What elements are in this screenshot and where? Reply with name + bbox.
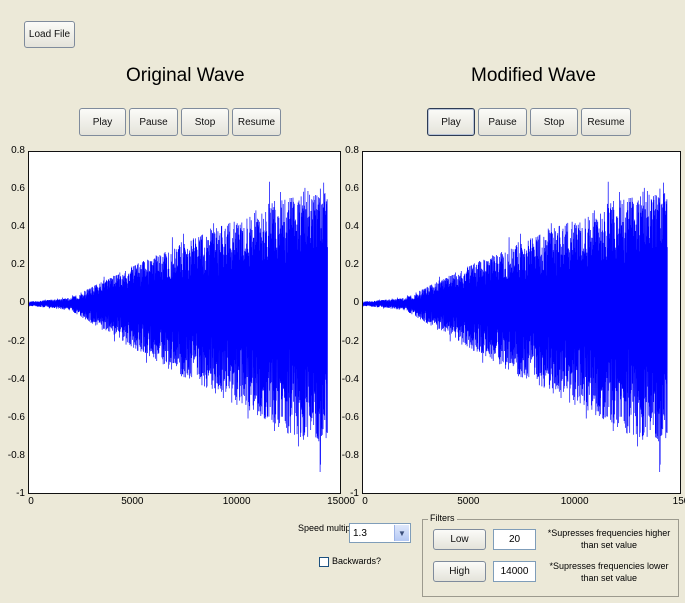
original-x-tick-label: 5000	[121, 496, 144, 507]
original-y-tick-label: 0.4	[11, 221, 25, 233]
original-y-tick-label: -0.8	[7, 449, 25, 461]
low-filter-input[interactable]: 20	[493, 529, 536, 550]
modified-pause-button[interactable]: Pause	[478, 108, 527, 136]
modified-y-tick-label: -0.2	[341, 335, 359, 347]
modified-x-tick-label: 150	[672, 496, 685, 507]
original-y-tick-label: -0.2	[7, 335, 25, 347]
speed-multiplier-select[interactable]: 1.3 ▼	[349, 523, 411, 543]
high-filter-button[interactable]: High	[433, 561, 486, 582]
modified-wave-plot	[363, 181, 668, 472]
modified-y-tick-label: -0.8	[341, 449, 359, 461]
original-play-button[interactable]: Play	[79, 108, 126, 136]
original-y-tick-label: 0	[19, 297, 25, 309]
modified-y-tick-label: -1	[350, 488, 359, 499]
original-y-tick-label: -0.6	[7, 411, 25, 423]
modified-stop-button[interactable]: Stop	[530, 108, 578, 136]
original-y-tick-label: 0.6	[11, 183, 25, 195]
original-wave-axes	[28, 151, 341, 494]
original-y-tick-label: 0.8	[11, 145, 25, 156]
original-wave-plot	[29, 181, 328, 472]
backwards-checkbox[interactable]	[319, 557, 329, 567]
filters-legend: Filters	[428, 513, 457, 523]
original-x-tick-label: 15000	[327, 496, 355, 507]
load-file-button[interactable]: Load File	[24, 21, 75, 48]
modified-y-tick-label: 0.6	[345, 183, 359, 195]
speed-multiplier-value: 1.3	[353, 527, 367, 539]
high-filter-note: *Supresses frequencies lower than set va…	[549, 561, 669, 583]
low-filter-button[interactable]: Low	[433, 529, 486, 550]
speed-multiplier-label: Speed multiplier	[298, 523, 363, 533]
modified-y-tick-label: -0.6	[341, 411, 359, 423]
modified-resume-button[interactable]: Resume	[581, 108, 631, 136]
modified-y-tick-label: 0.2	[345, 259, 359, 271]
waveform-line	[29, 181, 328, 472]
modified-x-tick-label: 0	[362, 496, 368, 507]
original-x-tick-label: 0	[28, 496, 34, 507]
modified-wave-axes	[362, 151, 681, 494]
modified-y-tick-label: 0.8	[345, 145, 359, 156]
modified-x-tick-label: 5000	[457, 496, 480, 507]
original-x-tick-label: 10000	[222, 496, 251, 507]
chevron-down-icon[interactable]: ▼	[394, 525, 409, 541]
backwards-label: Backwards?	[332, 556, 382, 566]
original-y-tick-label: 0.2	[11, 259, 25, 271]
modified-wave-title: Modified Wave	[471, 65, 596, 86]
original-pause-button[interactable]: Pause	[129, 108, 178, 136]
original-y-tick-label: -0.4	[7, 373, 25, 385]
modified-y-tick-label: 0.4	[345, 221, 359, 233]
modified-y-tick-label: -0.4	[341, 373, 359, 385]
original-resume-button[interactable]: Resume	[232, 108, 281, 136]
original-stop-button[interactable]: Stop	[181, 108, 229, 136]
modified-y-tick-label: 0	[353, 297, 359, 309]
modified-play-button[interactable]: Play	[427, 108, 475, 136]
filters-panel	[422, 519, 679, 597]
modified-x-tick-label: 10000	[560, 496, 589, 507]
original-wave-title: Original Wave	[126, 65, 245, 86]
high-filter-input[interactable]: 14000	[493, 561, 536, 582]
waveform-line	[363, 181, 668, 472]
original-y-tick-label: -1	[16, 488, 25, 499]
low-filter-note: *Supresses frequencies higher than set v…	[547, 528, 671, 550]
